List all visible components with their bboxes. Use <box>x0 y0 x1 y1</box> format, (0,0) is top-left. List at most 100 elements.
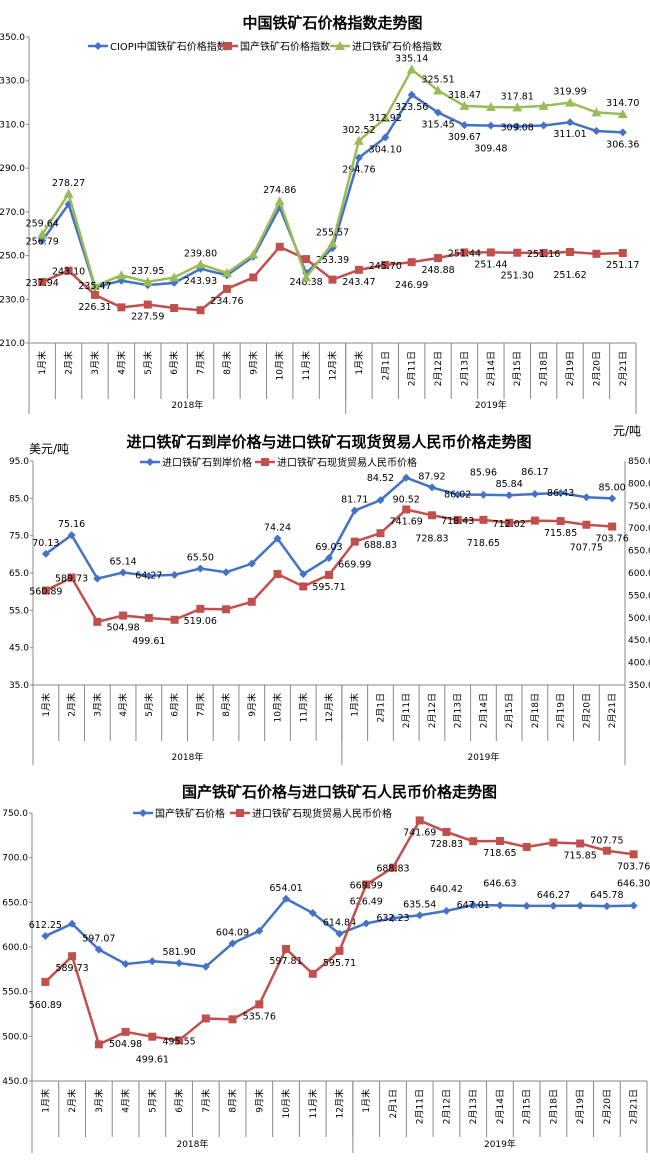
category-label: 3月末 <box>91 693 103 717</box>
data-label: 646.30 <box>617 879 650 890</box>
category-label: 2月1日 <box>380 351 391 380</box>
data-point <box>556 488 565 497</box>
category-label: 2月13日 <box>468 1089 479 1124</box>
data-label: 741.69 <box>390 517 423 528</box>
category-label: 12月末 <box>327 351 339 380</box>
data-point <box>247 597 256 606</box>
data-point <box>415 816 424 825</box>
category-label: 8月末 <box>220 693 232 717</box>
data-point <box>116 270 127 280</box>
data-point <box>602 846 611 855</box>
data-point <box>495 837 504 846</box>
data-label: 309.08 <box>501 122 534 133</box>
data-point <box>68 952 77 961</box>
category-label: 2月1日 <box>388 1089 399 1118</box>
category-label: 2月11日 <box>401 693 412 728</box>
data-point <box>576 901 585 910</box>
data-point <box>354 265 363 274</box>
data-label: 535.76 <box>243 1011 276 1022</box>
data-label: 255.57 <box>316 227 349 238</box>
data-label: 65.50 <box>187 553 214 564</box>
data-label: 294.76 <box>342 165 375 176</box>
data-point <box>566 248 575 257</box>
data-point <box>513 122 522 131</box>
category-label: 2月14日 <box>495 1089 506 1124</box>
category-label: 7月末 <box>200 1089 212 1113</box>
legend-marker <box>224 42 232 50</box>
category-label: 11月末 <box>300 351 312 380</box>
data-label: 646.63 <box>483 878 516 889</box>
data-point <box>433 85 444 95</box>
category-label: 4月末 <box>117 693 129 717</box>
data-point <box>121 1027 130 1036</box>
y-tick-label: 500.0 <box>2 1032 28 1042</box>
data-label: 703.76 <box>596 534 629 545</box>
data-point <box>350 537 359 546</box>
chart-domestic-vs-import: 国产铁矿石价格与进口铁矿石人民币价格走势图 450.0 500.0 550.0 600.… <box>2 783 650 1153</box>
data-label: 335.14 <box>395 53 428 64</box>
category-label: 2月14日 <box>486 351 497 386</box>
chart-import-price: 进口铁矿石到岸价格与进口铁矿石现货贸易人民币价格走势图 35.0 45.0 55.0 6… <box>9 424 650 765</box>
category-label: 2月1日 <box>375 693 386 722</box>
y-tick-label: 650.0 <box>2 898 28 908</box>
data-label: 688.83 <box>364 540 397 551</box>
data-point <box>618 128 627 137</box>
data-label: 718.65 <box>483 848 516 859</box>
data-point <box>117 303 126 312</box>
data-point <box>402 473 411 482</box>
legend-marker <box>94 42 102 50</box>
category-label: 2月20日 <box>591 351 602 386</box>
data-label: 243.47 <box>342 277 375 288</box>
y-right-tick-label: 700.0 <box>628 524 650 534</box>
y-tick-label: 450.0 <box>2 1077 28 1087</box>
category-label: 5月末 <box>142 351 154 375</box>
data-label: 325.51 <box>421 75 454 86</box>
category-label: 1月末 <box>39 1089 51 1113</box>
data-point <box>592 126 601 135</box>
data-label: 243.10 <box>52 267 85 278</box>
legend-marker <box>146 458 154 466</box>
y-tick-label: 270.0 <box>0 208 25 218</box>
data-point <box>442 906 451 915</box>
y-axis-unit-left: 美元/吨 <box>29 442 69 456</box>
data-label: 741.69 <box>403 827 436 838</box>
year-label: 2018年 <box>171 751 203 763</box>
category-label: 2月11日 <box>415 1089 426 1124</box>
data-point <box>170 615 179 624</box>
y-right-tick-label: 500.0 <box>628 614 650 624</box>
data-point <box>453 515 462 524</box>
data-label: 248.38 <box>289 277 322 288</box>
category-label: 2月15日 <box>504 693 515 728</box>
data-label: 703.76 <box>617 861 650 872</box>
data-label: 495.55 <box>162 1036 195 1047</box>
data-point <box>582 493 591 502</box>
data-label: 312.92 <box>369 113 402 124</box>
category-label: 10月末 <box>272 693 284 722</box>
data-point <box>608 494 617 503</box>
category-label: 2月21日 <box>607 693 618 728</box>
data-point <box>460 121 469 130</box>
data-point <box>388 914 397 923</box>
data-label: 251.62 <box>553 270 586 281</box>
category-label: 3月末 <box>89 351 101 375</box>
data-point <box>629 901 638 910</box>
category-label: 12月末 <box>323 693 335 722</box>
category-label: 2月末 <box>66 693 78 717</box>
data-point <box>629 850 638 859</box>
data-point <box>221 268 232 278</box>
data-label: 646.27 <box>537 890 570 901</box>
data-point <box>143 300 152 309</box>
category-label: 1月末 <box>40 693 52 717</box>
data-point <box>381 133 390 142</box>
category-label: 2月13日 <box>453 693 464 728</box>
data-label: 319.99 <box>553 87 586 98</box>
category-label: 6月末 <box>168 351 180 375</box>
data-label: 707.75 <box>590 836 623 847</box>
data-point <box>505 518 514 527</box>
y-tick-label: 75.0 <box>9 532 29 542</box>
data-point <box>255 926 264 935</box>
data-label: 612.25 <box>29 920 62 931</box>
data-point <box>201 962 210 971</box>
data-point <box>68 919 77 928</box>
category-label: 2月末 <box>66 1089 78 1113</box>
